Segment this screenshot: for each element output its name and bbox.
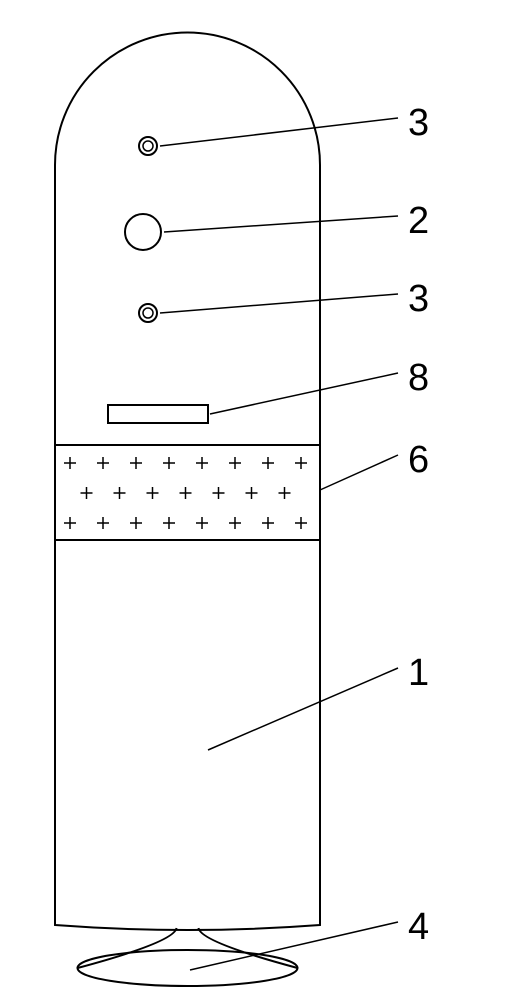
reference-label: 3 bbox=[408, 102, 429, 145]
main-body-outline bbox=[55, 33, 320, 931]
reference-label: 3 bbox=[408, 278, 429, 321]
reference-label: 8 bbox=[408, 357, 429, 400]
base-outline bbox=[78, 928, 298, 986]
reference-label: 4 bbox=[408, 906, 429, 949]
reference-label: 6 bbox=[408, 439, 429, 482]
circles bbox=[125, 137, 161, 322]
technical-diagram: 3 2 3 8 6 1 4 bbox=[0, 0, 519, 1000]
small-rectangle bbox=[108, 405, 208, 423]
reference-label: 1 bbox=[408, 652, 429, 695]
band-pattern bbox=[64, 457, 307, 529]
leader-lines bbox=[160, 118, 398, 970]
reference-label: 2 bbox=[408, 200, 429, 243]
diagram-svg bbox=[0, 0, 519, 1000]
